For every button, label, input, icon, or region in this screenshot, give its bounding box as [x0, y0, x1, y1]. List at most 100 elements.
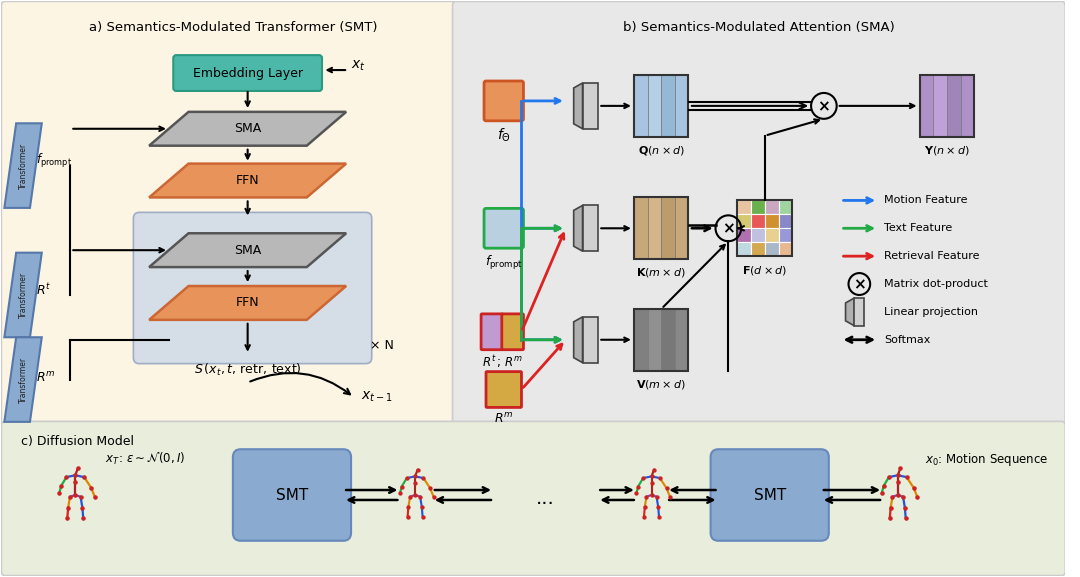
Bar: [634, 309, 688, 370]
Text: $x_T\!:\,\epsilon \sim \mathcal{N}(0,I)$: $x_T\!:\,\epsilon \sim \mathcal{N}(0,I)$: [105, 451, 185, 467]
Bar: [779, 215, 793, 228]
Text: SMT: SMT: [754, 488, 786, 503]
Bar: [765, 228, 779, 242]
Text: a) Semantics-Modulated Transformer (SMT): a) Semantics-Modulated Transformer (SMT): [89, 21, 377, 34]
Text: SMT: SMT: [275, 488, 308, 503]
Bar: [779, 200, 793, 215]
Text: Text Feature: Text Feature: [883, 223, 953, 233]
Bar: [661, 75, 675, 137]
Text: $\mathbf{Y}(n \times d)$: $\mathbf{Y}(n \times d)$: [924, 144, 970, 157]
Text: Transformer: Transformer: [18, 272, 28, 318]
Text: $f_{\mathrm{prompt}}$: $f_{\mathrm{prompt}}$: [36, 152, 72, 170]
Bar: [765, 200, 779, 215]
Text: SMA: SMA: [234, 122, 261, 135]
Polygon shape: [149, 112, 347, 145]
Text: FFN: FFN: [235, 297, 259, 309]
Bar: [738, 215, 751, 228]
Bar: [920, 75, 974, 137]
Bar: [738, 242, 751, 256]
Text: $\mathbf{F}(d \times d)$: $\mathbf{F}(d \times d)$: [742, 264, 787, 277]
Bar: [634, 75, 688, 137]
FancyBboxPatch shape: [486, 372, 522, 407]
Bar: [738, 200, 793, 256]
Text: Retrieval Feature: Retrieval Feature: [883, 251, 980, 261]
Bar: [933, 75, 947, 137]
Bar: [675, 75, 688, 137]
Bar: [738, 200, 751, 215]
Text: $\mathbf{Q}(n \times d)$: $\mathbf{Q}(n \times d)$: [638, 144, 685, 157]
Text: Motion Feature: Motion Feature: [883, 196, 968, 205]
Bar: [634, 197, 648, 259]
Bar: [675, 197, 688, 259]
Bar: [920, 75, 933, 137]
Bar: [634, 75, 648, 137]
Text: Transformer: Transformer: [18, 357, 28, 403]
Text: $R^t\,;\,R^m$: $R^t\,;\,R^m$: [482, 354, 524, 370]
Text: ×: ×: [853, 278, 866, 293]
Text: c) Diffusion Model: c) Diffusion Model: [22, 435, 134, 448]
Bar: [661, 309, 675, 370]
FancyBboxPatch shape: [484, 81, 524, 121]
Bar: [751, 228, 765, 242]
Bar: [779, 228, 793, 242]
Polygon shape: [149, 164, 347, 197]
Bar: [648, 197, 661, 259]
Bar: [661, 197, 675, 259]
Polygon shape: [573, 83, 582, 129]
Bar: [765, 215, 779, 228]
Polygon shape: [582, 205, 598, 251]
FancyBboxPatch shape: [502, 314, 524, 350]
Text: $\mathbf{V}(m \times d)$: $\mathbf{V}(m \times d)$: [636, 377, 686, 391]
FancyArrowPatch shape: [251, 373, 350, 394]
Bar: [738, 228, 751, 242]
Text: SMA: SMA: [234, 243, 261, 257]
FancyBboxPatch shape: [1, 1, 457, 425]
Polygon shape: [149, 233, 347, 267]
Polygon shape: [582, 317, 598, 362]
Bar: [779, 242, 793, 256]
Polygon shape: [4, 123, 42, 208]
Text: Matrix dot-product: Matrix dot-product: [883, 279, 988, 289]
Bar: [648, 309, 661, 370]
Polygon shape: [4, 338, 42, 422]
Text: Linear projection: Linear projection: [883, 307, 978, 317]
Text: $R^m$: $R^m$: [494, 411, 513, 425]
Text: $x_0$: Motion Sequence: $x_0$: Motion Sequence: [926, 451, 1049, 468]
Text: ×: ×: [818, 99, 831, 114]
Bar: [751, 242, 765, 256]
Text: Transformer: Transformer: [18, 143, 28, 189]
FancyBboxPatch shape: [481, 314, 503, 350]
Text: $R^t$: $R^t$: [36, 282, 51, 298]
Text: $f_\Theta$: $f_\Theta$: [497, 127, 511, 144]
Bar: [765, 242, 779, 256]
Text: $S\,(x_t, t,\,\mathrm{retr,\,text})$: $S\,(x_t, t,\,\mathrm{retr,\,text})$: [193, 362, 301, 378]
Bar: [634, 197, 688, 259]
Polygon shape: [573, 205, 582, 251]
Bar: [634, 309, 648, 370]
Polygon shape: [4, 253, 42, 338]
Bar: [648, 75, 661, 137]
Text: b) Semantics-Modulated Attention (SMA): b) Semantics-Modulated Attention (SMA): [623, 21, 894, 34]
Bar: [947, 75, 960, 137]
Text: ...: ...: [536, 489, 554, 508]
FancyBboxPatch shape: [134, 212, 372, 364]
Bar: [960, 75, 974, 137]
FancyBboxPatch shape: [233, 449, 351, 541]
Text: $f_{\mathrm{prompt}}$: $f_{\mathrm{prompt}}$: [485, 254, 523, 272]
Text: ×: ×: [721, 222, 734, 237]
Text: $\mathbf{K}(m \times d)$: $\mathbf{K}(m \times d)$: [636, 266, 686, 279]
Text: Embedding Layer: Embedding Layer: [192, 66, 302, 80]
Polygon shape: [854, 298, 864, 326]
Bar: [751, 200, 765, 215]
Text: $x_{t-1}$: $x_{t-1}$: [361, 389, 392, 404]
FancyBboxPatch shape: [711, 449, 828, 541]
Polygon shape: [149, 286, 347, 320]
Text: $R^m$: $R^m$: [36, 370, 55, 384]
Bar: [751, 215, 765, 228]
FancyBboxPatch shape: [173, 55, 322, 91]
FancyBboxPatch shape: [453, 1, 1065, 425]
FancyBboxPatch shape: [484, 208, 524, 248]
Bar: [675, 309, 688, 370]
Text: FFN: FFN: [235, 174, 259, 187]
Polygon shape: [582, 83, 598, 129]
